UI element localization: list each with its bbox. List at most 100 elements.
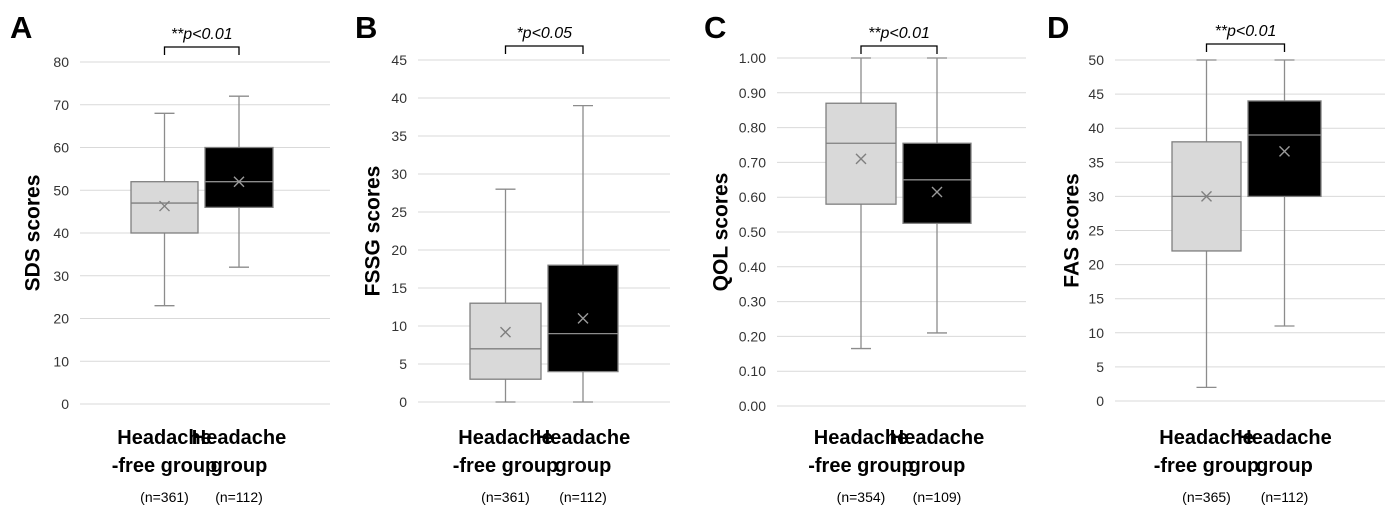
iqr-box [469, 302, 542, 380]
sample-size-label: (n=112) [559, 489, 607, 505]
significance-label: *p<0.05 [516, 25, 572, 42]
y-tick-label: 0 [399, 394, 407, 410]
panel-letter: D [1047, 10, 1069, 45]
gridlines [418, 59, 670, 403]
mean-marker [931, 186, 943, 198]
y-tick-label: 35 [1088, 154, 1104, 170]
sample-size-label: (n=365) [1182, 489, 1231, 505]
y-tick-label: 30 [53, 268, 69, 284]
category-label-line1: Headache [1237, 427, 1332, 449]
significance-bracket [504, 45, 584, 54]
y-tick-label: 0.70 [739, 154, 766, 170]
mean-marker [1201, 190, 1212, 202]
mean-marker [500, 326, 511, 338]
category-label-line2: group [909, 455, 966, 477]
box-headache-group [902, 57, 972, 334]
y-axis-label: FAS scores [1061, 173, 1084, 287]
category-label-line2: -free group [808, 455, 914, 477]
y-tick-label: 10 [391, 318, 407, 334]
y-tick-label: 30 [1088, 188, 1104, 204]
iqr-box [204, 146, 274, 208]
category-label-line2: group [555, 455, 612, 477]
sample-size-label: (n=361) [481, 489, 530, 505]
y-tick-label: 25 [391, 204, 407, 220]
category-label-line1: Headache [536, 427, 631, 449]
y-tick-label: 20 [53, 311, 69, 327]
sample-size-label: (n=361) [140, 489, 189, 505]
y-axis-label: FSSG scores [362, 166, 385, 297]
category-label-line1: Headache [1159, 427, 1254, 449]
significance-label: **p<0.01 [868, 25, 930, 42]
box-headache-free-group [130, 112, 199, 307]
y-tick-label: 5 [399, 356, 407, 372]
y-tick-label: 50 [1088, 52, 1104, 68]
significance-bracket [1205, 43, 1286, 52]
panel-b: B FSSG scores 0 5 10 15 20 25 30 35 40 45 Headache -f… [355, 10, 670, 505]
category-label-line1: Headache [192, 427, 287, 449]
y-tick-label: 0.60 [739, 189, 766, 205]
mean-marker [855, 153, 867, 165]
panel-a: A SDS scores 0 10 20 30 40 50 60 70 80 Headache -fre… [10, 10, 330, 505]
y-tick-label: 15 [391, 280, 407, 296]
category-label-line1: Headache [890, 427, 985, 449]
box-headache-group [1247, 59, 1322, 327]
y-tick-label: 45 [391, 52, 407, 68]
y-tick-label: 15 [1088, 291, 1104, 307]
y-tick-label: 0.30 [739, 294, 766, 310]
category-label-line1: Headache [117, 427, 212, 449]
y-tick-label: 35 [391, 128, 407, 144]
y-tick-label: 0.90 [739, 85, 766, 101]
category-label-line1: Headache [814, 427, 909, 449]
y-tick-label: 1.00 [739, 50, 766, 66]
y-tick-label: 0 [61, 396, 69, 412]
y-tick-label: 0 [1096, 393, 1104, 409]
y-tick-label: 0.80 [739, 120, 766, 136]
box-headache-group [547, 104, 619, 403]
y-tick-label: 60 [53, 140, 69, 156]
category-label-line1: Headache [458, 427, 553, 449]
significance-label: **p<0.01 [171, 26, 233, 43]
box-headache-free-group [1171, 59, 1242, 389]
y-axis-label: QOL scores [710, 173, 733, 292]
gridlines [80, 61, 330, 405]
panel-d: D FAS scores 0 5 10 15 20 25 30 35 40 45 50 Headache -… [1047, 10, 1385, 505]
y-tick-label: 20 [391, 242, 407, 258]
sample-size-label: (n=112) [215, 489, 263, 505]
panel-letter: B [355, 10, 377, 45]
panel-letter: A [10, 10, 32, 45]
y-tick-label: 5 [1096, 359, 1104, 375]
significance-bracket [163, 46, 240, 55]
y-tick-label: 40 [53, 225, 69, 241]
category-label-line2: -free group [453, 455, 559, 477]
y-tick-label: 0.00 [739, 398, 766, 414]
significance-label: **p<0.01 [1215, 23, 1277, 40]
y-tick-label: 0.20 [739, 328, 766, 344]
panel-letter: C [704, 10, 726, 45]
mean-marker [1279, 145, 1290, 157]
gridlines [777, 57, 1026, 407]
y-tick-label: 10 [1088, 325, 1104, 341]
mean-marker [577, 312, 589, 324]
y-tick-label: 25 [1088, 223, 1104, 239]
sample-size-label: (n=354) [837, 489, 886, 505]
y-tick-label: 0.40 [739, 259, 766, 275]
significance-bracket [860, 45, 938, 54]
y-tick-label: 40 [391, 90, 407, 106]
mean-marker [159, 200, 170, 212]
y-tick-label: 40 [1088, 120, 1104, 136]
iqr-box [902, 142, 972, 224]
box-headache-free-group [469, 188, 542, 403]
y-tick-label: 0.10 [739, 363, 766, 379]
y-tick-label: 80 [53, 54, 69, 70]
category-label-line2: -free group [112, 455, 218, 477]
iqr-box [130, 181, 199, 234]
category-label-line2: group [211, 455, 268, 477]
y-tick-label: 10 [53, 353, 69, 369]
y-axis-label: SDS scores [22, 175, 45, 292]
sample-size-label: (n=109) [913, 489, 962, 505]
y-tick-label: 45 [1088, 86, 1104, 102]
y-tick-label: 20 [1088, 257, 1104, 273]
y-tick-label: 70 [53, 97, 69, 113]
box-headache-free-group [825, 57, 897, 350]
